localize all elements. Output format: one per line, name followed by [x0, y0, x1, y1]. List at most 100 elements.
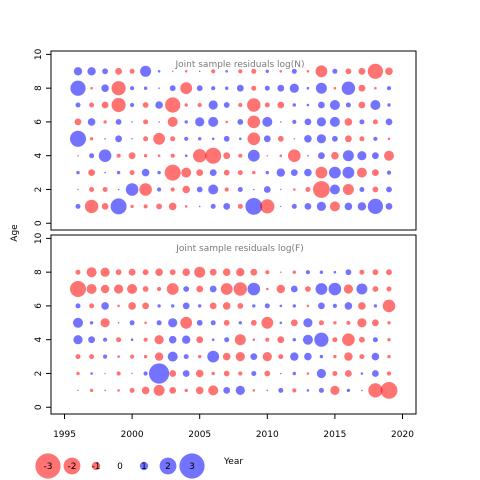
residual-bubble — [184, 120, 188, 124]
legend-label: 3 — [189, 462, 195, 472]
residual-bubble — [223, 370, 230, 377]
y-axis-title: Age — [10, 224, 20, 242]
residual-bubble — [158, 87, 160, 89]
panel-logN: Joint sample residuals log(N) 0 2 4 6 8 10 — [34, 48, 417, 231]
residual-bubble — [101, 203, 109, 210]
residual-bubble — [131, 121, 133, 123]
residual-bubble — [357, 202, 367, 211]
residual-bubble — [104, 171, 106, 174]
x-tick-label: 2015 — [323, 430, 346, 440]
residual-bubble — [264, 370, 271, 377]
residual-bubble — [110, 198, 127, 215]
residual-bubble — [198, 354, 202, 359]
residual-bubble — [225, 86, 229, 90]
residual-bubble — [75, 102, 81, 108]
residual-bubble — [89, 153, 95, 159]
residual-bubble — [75, 203, 81, 209]
x-tick-label: 2000 — [121, 430, 144, 440]
residual-bubble — [117, 389, 120, 392]
y-tick-label: 10 — [34, 48, 44, 60]
y-tick-label: 4 — [34, 337, 44, 343]
residual-bubble — [278, 354, 284, 360]
residual-bubble — [345, 135, 352, 143]
residual-bubble — [250, 268, 258, 276]
residual-bubble — [333, 354, 337, 359]
residual-bubble — [356, 283, 368, 295]
residual-bubble — [293, 188, 296, 191]
residual-bubble — [182, 335, 191, 344]
residual-bubble — [291, 68, 297, 74]
x-tick-label: 1995 — [53, 430, 76, 440]
residual-bubble — [208, 116, 219, 127]
residual-bubble — [89, 354, 95, 360]
residual-bubble — [87, 118, 96, 126]
legend-bubble — [159, 457, 177, 475]
residual-bubble — [181, 167, 192, 178]
residual-bubble — [342, 166, 355, 179]
residual-bubble — [165, 97, 181, 113]
legend-bubble — [139, 461, 149, 471]
residual-bubble — [344, 202, 353, 211]
residual-bubble — [235, 352, 245, 362]
y-tick-label: 10 — [34, 232, 44, 244]
residual-bubble — [358, 101, 366, 109]
residual-bubble — [144, 321, 147, 325]
residual-bubble — [290, 285, 298, 293]
y-tick-label: 8 — [34, 85, 44, 91]
residual-bubble — [195, 117, 205, 127]
residual-bubble — [209, 302, 217, 310]
residual-bubble — [264, 102, 270, 108]
residual-bubble — [196, 319, 203, 326]
residual-bubble — [372, 370, 379, 377]
residual-bubble — [280, 271, 282, 274]
residual-bubble — [239, 137, 242, 141]
residual-bubble — [156, 203, 163, 210]
residual-bubble — [222, 268, 231, 277]
residual-bubble — [345, 370, 352, 377]
residual-bubble — [279, 321, 283, 325]
residual-bubble — [367, 63, 383, 79]
residual-bubble — [250, 353, 258, 360]
residual-bubble — [73, 67, 83, 76]
residual-bubble — [318, 152, 325, 160]
y-tick-label: 2 — [34, 371, 44, 377]
residual-bubble — [333, 86, 337, 90]
residual-bubble — [318, 302, 325, 310]
residual-bubble — [142, 102, 149, 108]
residual-bubble — [359, 187, 365, 192]
residual-bubble — [292, 388, 297, 393]
residual-bubble — [233, 282, 247, 296]
residual-bubble — [385, 118, 393, 126]
y-tick-label: 4 — [34, 153, 44, 159]
residual-bubble — [277, 101, 285, 109]
residual-bubble — [211, 137, 215, 141]
residual-bubble — [238, 321, 242, 325]
residual-bubble — [306, 389, 310, 392]
residual-bubble — [318, 320, 324, 326]
residual-bubble — [372, 152, 379, 160]
residual-bubble — [167, 351, 178, 362]
residual-bubble — [386, 286, 392, 292]
residual-bubble — [386, 269, 392, 276]
residual-bubble — [292, 371, 296, 376]
panel-logF-bubbles — [70, 266, 398, 399]
residual-bubble — [70, 130, 86, 147]
residual-bubble — [371, 352, 380, 361]
residual-bubble — [237, 187, 243, 192]
residual-bubble — [149, 363, 170, 384]
residual-bubble — [223, 203, 231, 210]
residual-bubble — [157, 154, 161, 157]
residual-bubble — [111, 97, 126, 113]
residual-bubble — [143, 371, 148, 376]
residual-bubble — [196, 186, 203, 193]
panel-logN-title: Joint sample residuals log(N) — [174, 60, 304, 70]
residual-bubble — [87, 67, 96, 76]
legend-label: -3 — [44, 462, 53, 472]
residual-bubble — [386, 86, 392, 91]
residual-bubble — [290, 352, 299, 361]
residual-bubble — [75, 303, 81, 309]
residual-bubble — [292, 338, 296, 342]
residual-bubble — [224, 187, 229, 192]
residual-bubble — [292, 304, 296, 308]
residual-bubble — [247, 115, 261, 129]
